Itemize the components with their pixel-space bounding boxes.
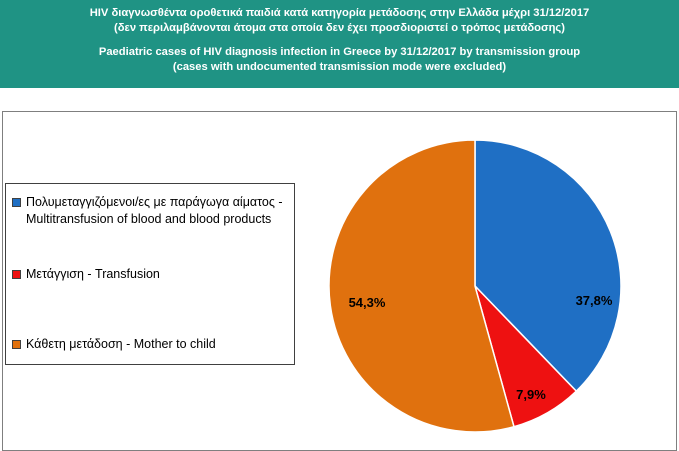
subtitle-english: (cases with undocumented transmission mo… <box>172 61 507 73</box>
chart-legend: Πολυμεταγγιζόμενοι/ες με παράγωγα αίματο… <box>5 183 295 365</box>
title-greek: HIV διαγνωσθέντα οροθετικά παιδιά κατά κ… <box>89 7 590 19</box>
title-banner: HIV διαγνωσθέντα οροθετικά παιδιά κατά κ… <box>0 0 679 88</box>
data-label-transfusion: 7,9% <box>516 387 546 402</box>
legend-item-mother: Κάθετη μετάδοση - Mother to child <box>12 336 292 353</box>
pie-slice-blood <box>474 139 622 393</box>
pie-slice-mother <box>328 139 515 433</box>
legend-swatch-transfusion <box>12 270 21 279</box>
legend-label-transfusion: Μετάγγιση - Transfusion <box>26 267 160 281</box>
legend-item-transfusion: Μετάγγιση - Transfusion <box>12 266 292 283</box>
title-english: Paediatric cases of HIV diagnosis infect… <box>98 46 581 58</box>
pie-chart: 37,8% 7,9% 54,3% <box>328 139 622 433</box>
legend-label-blood: Πολυμεταγγιζόμενοι/ες με παράγωγα αίματο… <box>26 195 283 226</box>
legend-swatch-mother <box>12 340 21 349</box>
subtitle-greek: (δεν περιλαμβάνονται άτομα στα οποία δεν… <box>114 22 565 34</box>
legend-label-mother: Κάθετη μετάδοση - Mother to child <box>26 337 216 351</box>
data-label-mother: 54,3% <box>349 295 386 310</box>
legend-swatch-blood <box>12 198 21 207</box>
data-label-blood: 37,8% <box>576 293 613 308</box>
legend-item-blood: Πολυμεταγγιζόμενοι/ες με παράγωγα αίματο… <box>12 194 292 228</box>
